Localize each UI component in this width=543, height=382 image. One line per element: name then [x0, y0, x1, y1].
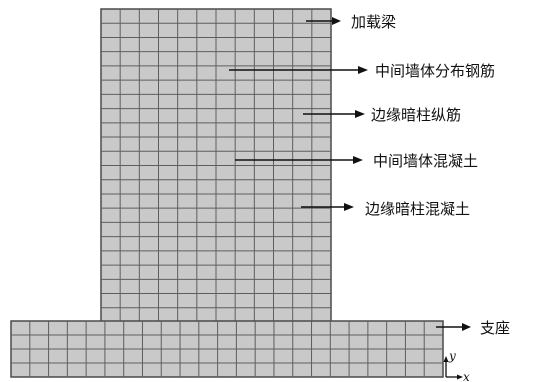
leader-edge-column-concrete — [301, 203, 354, 211]
wall-mesh-grid — [101, 9, 331, 322]
label-edge-column-rebar: 边缘暗柱纵筋 — [371, 106, 461, 124]
leader-lines — [229, 17, 471, 331]
label-middle-wall-rebar: 中间墙体分布钢筋 — [375, 62, 495, 80]
leader-support — [436, 323, 471, 331]
coordinate-axes — [443, 356, 463, 380]
leader-middle-wall-rebar — [229, 66, 368, 74]
label-edge-column-concrete: 边缘暗柱混凝土 — [365, 200, 470, 218]
wall-mesh — [100, 8, 332, 323]
leader-loading-beam — [306, 17, 341, 25]
label-middle-wall-concrete: 中间墙体混凝土 — [373, 152, 478, 170]
label-support: 支座 — [480, 319, 510, 337]
leader-middle-wall-concrete — [235, 156, 363, 164]
support-mesh-grid — [11, 321, 443, 377]
axis-y-label: y — [448, 349, 456, 363]
label-loading-beam: 加载梁 — [351, 13, 396, 31]
leader-edge-column-rebar — [303, 110, 365, 118]
support-mesh — [10, 320, 444, 378]
axis-x-label: x — [463, 370, 470, 382]
